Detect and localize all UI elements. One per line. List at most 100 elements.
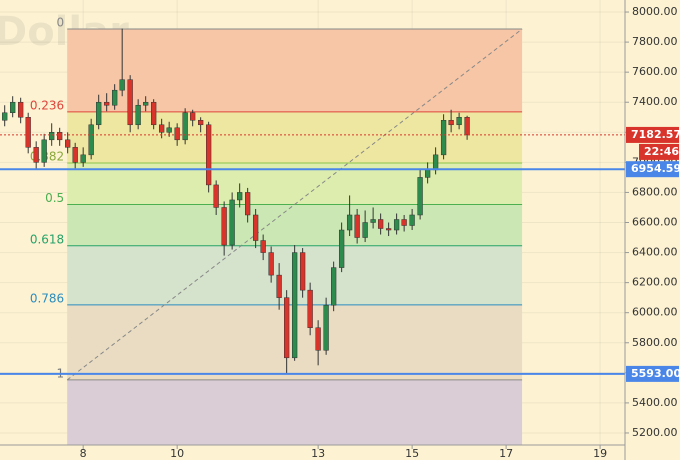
candle-body — [72, 147, 78, 163]
candle-body — [182, 112, 188, 141]
candle-body — [127, 79, 133, 126]
axis-background — [625, 0, 680, 460]
candle-body — [448, 120, 454, 126]
candle-body — [49, 132, 55, 141]
candle-body — [88, 124, 94, 156]
candle-body — [25, 117, 31, 148]
candle-body — [41, 139, 47, 163]
axis-background — [0, 445, 625, 460]
y-tick-label: 6800.00 — [632, 185, 678, 198]
fib-zone — [67, 29, 523, 112]
fib-label: 0.5 — [45, 191, 64, 205]
candle-body — [456, 117, 462, 126]
fib-zone — [67, 204, 523, 246]
candle-body — [229, 199, 235, 246]
candle-body — [354, 214, 360, 238]
candle-body — [57, 132, 63, 141]
y-tick-label: 5200.00 — [632, 426, 678, 439]
candle-body — [268, 252, 274, 276]
y-tick-label: 8000.00 — [632, 5, 678, 18]
fib-label: 0 — [57, 16, 65, 30]
candle-body — [409, 214, 415, 226]
price-label: 6954.59 — [631, 162, 680, 175]
candle-body — [198, 120, 204, 126]
candle-body — [190, 112, 196, 121]
candle-body — [151, 101, 157, 126]
y-tick-label: 7600.00 — [632, 65, 678, 78]
fib-label: 0.618 — [30, 232, 64, 246]
fib-trend-line — [66, 28, 523, 381]
candle-body — [80, 154, 86, 163]
candle-body — [299, 252, 306, 291]
candle-body — [65, 139, 71, 148]
countdown-box — [639, 143, 679, 160]
y-tick-label: 6200.00 — [632, 276, 678, 289]
candle-body — [331, 267, 337, 306]
x-tick-label: 19 — [593, 447, 607, 460]
price-label: 5593.00 — [631, 367, 680, 380]
candle-body — [112, 89, 118, 106]
x-tick-label: 8 — [80, 447, 87, 460]
countdown: 22:46 — [644, 145, 679, 158]
candle-body — [206, 124, 212, 186]
candle-body — [96, 101, 102, 126]
x-tick-label: 10 — [170, 447, 184, 460]
candle-body — [2, 112, 8, 121]
candle-body — [424, 169, 431, 178]
price-label-box — [626, 161, 679, 178]
candle-body — [393, 219, 400, 231]
candle-body — [245, 192, 251, 216]
candle-body — [237, 192, 243, 201]
y-tick-label: 6000.00 — [632, 306, 678, 319]
candle-body — [346, 214, 353, 231]
price-label-box — [626, 365, 679, 382]
candle-body — [260, 240, 266, 253]
y-tick-label: 5400.00 — [632, 396, 678, 409]
fib-zone — [67, 379, 523, 445]
candle-body — [276, 274, 282, 298]
candle-body — [401, 219, 407, 226]
candle-body — [135, 104, 141, 126]
candle-body — [143, 101, 149, 106]
candle-body — [291, 252, 298, 359]
candle-body — [464, 117, 470, 136]
candle-body — [166, 127, 172, 133]
candle-body — [284, 297, 290, 359]
candle-body — [252, 214, 259, 241]
candle-body — [159, 124, 165, 133]
candle-body — [213, 184, 219, 208]
candle-body — [18, 101, 24, 118]
candle-body — [315, 327, 321, 351]
y-tick-label: 5800.00 — [632, 336, 678, 349]
candle-body — [10, 101, 16, 114]
candle-body — [338, 229, 345, 268]
fib-label: 0.236 — [30, 98, 64, 112]
candle-body — [307, 289, 313, 328]
y-tick-label: 6600.00 — [632, 216, 678, 229]
candle-body — [377, 219, 384, 229]
candle-body — [440, 120, 447, 156]
candle-body — [385, 228, 392, 231]
candle-body — [174, 127, 180, 141]
candle-body — [33, 147, 39, 163]
candle-body — [432, 154, 439, 171]
fib-zone — [67, 111, 523, 163]
y-tick-label: 7400.00 — [632, 95, 678, 108]
candle-body — [119, 79, 125, 91]
candle-body — [417, 177, 423, 216]
candle-body — [362, 222, 368, 238]
x-tick-label: 17 — [499, 447, 513, 460]
y-tick-label: 7800.00 — [632, 35, 678, 48]
x-tick-label: 15 — [405, 447, 419, 460]
fib-label: 0.786 — [30, 291, 64, 305]
current-price-label-box — [626, 126, 679, 143]
current-price-label: 7182.57 — [631, 128, 680, 141]
candle-body — [221, 207, 227, 246]
y-tick-label: 6400.00 — [632, 246, 678, 259]
candle-body — [323, 304, 329, 351]
candle-body — [370, 219, 376, 223]
x-tick-label: 13 — [311, 447, 325, 460]
